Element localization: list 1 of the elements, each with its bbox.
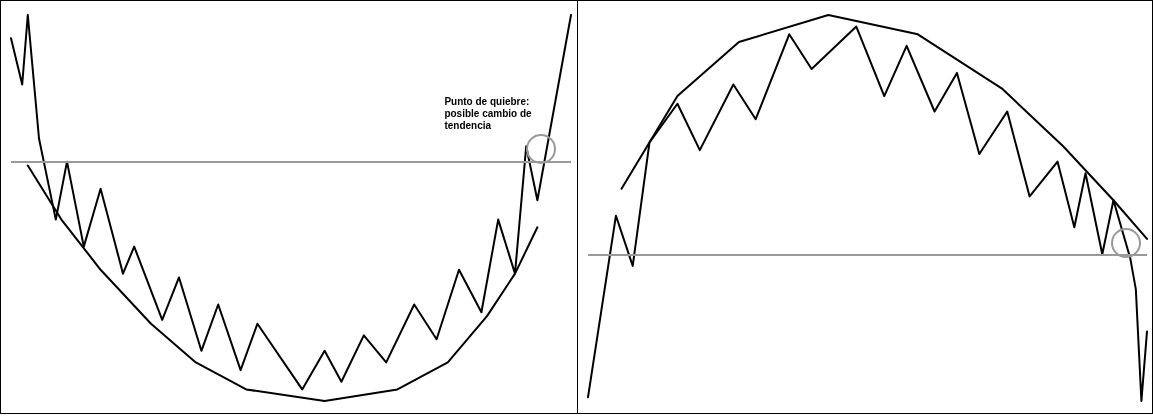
annotation: Punto de quiebre: posible cambio de tendencia xyxy=(444,96,533,132)
